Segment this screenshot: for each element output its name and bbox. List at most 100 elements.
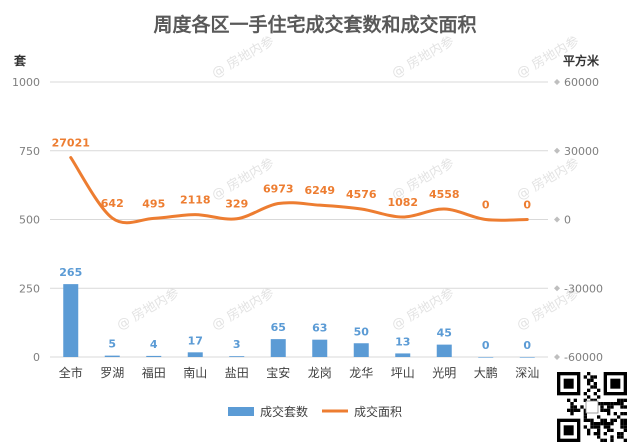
line-value-label: 495: [142, 197, 165, 210]
gridlines: [50, 81, 548, 358]
qr-module: [597, 428, 601, 432]
category-label: 坪山: [391, 366, 415, 380]
bar-南山: [187, 352, 203, 357]
bar-series: 265 5 4 17 3 65 63 50 13 45 0 0: [59, 266, 535, 358]
qr-module: [593, 382, 597, 386]
right-tick-marker: [554, 285, 560, 292]
qr-module: [617, 398, 621, 402]
qr-module: [617, 402, 621, 406]
bar-value-label: 17: [188, 334, 203, 347]
line-value-label: 642: [101, 197, 124, 210]
qr-finder-core: [563, 378, 574, 389]
qr-module: [587, 378, 591, 382]
area-line: [69, 156, 529, 225]
qr-module: [620, 432, 624, 436]
bar-全市: [63, 284, 79, 357]
right-tick-label: 30000: [564, 145, 599, 158]
bar-value-label: 65: [271, 321, 286, 334]
qr-module: [620, 398, 624, 402]
qr-module: [610, 435, 614, 439]
qr-module: [590, 385, 594, 389]
qr-module: [607, 412, 611, 416]
line-value-label: 1082: [387, 196, 418, 209]
qr-module: [593, 392, 597, 396]
bar-罗湖: [104, 355, 120, 357]
qr-module: [617, 415, 621, 419]
left-axis: 0 250 500 750 1000: [12, 76, 40, 364]
qr-module: [577, 408, 581, 412]
category-label: 光明: [432, 366, 456, 380]
qr-module: [623, 398, 627, 402]
qr-module: [623, 425, 627, 429]
line-value-label: 0: [482, 199, 490, 212]
qr-module: [620, 418, 624, 422]
category-label: 宝安: [266, 365, 290, 380]
qr-module: [603, 408, 607, 412]
qr-module: [570, 405, 574, 409]
line-value-label: 27021: [52, 137, 90, 150]
left-axis-unit: 套: [13, 53, 27, 68]
qr-module: [623, 428, 627, 432]
bar-value-label: 0: [482, 339, 490, 352]
qr-module: [597, 402, 601, 406]
qr-module: [623, 412, 627, 416]
qr-module: [593, 398, 597, 402]
left-tick-label: 250: [19, 282, 40, 295]
qr-module: [597, 432, 601, 436]
qr-module: [583, 415, 587, 419]
qr-code-icon: [555, 370, 629, 444]
qr-module: [617, 435, 621, 439]
category-label: 深汕: [515, 366, 539, 380]
right-tick-marker: [554, 354, 560, 360]
qr-module: [583, 408, 587, 412]
qr-module: [600, 422, 604, 426]
qr-module: [583, 425, 587, 429]
watermark-text: @ 房地内参: [514, 155, 582, 203]
bar-value-label: 45: [437, 327, 452, 340]
category-label: 罗湖: [100, 365, 124, 380]
qr-module: [593, 375, 597, 379]
qr-module: [620, 402, 624, 406]
line-value-label: 6973: [263, 183, 294, 196]
category-label: 福田: [142, 365, 166, 380]
qr-module: [603, 418, 607, 422]
bar-value-label: 4: [150, 338, 158, 351]
qr-module: [607, 402, 611, 406]
qr-module: [620, 412, 624, 416]
qr-module: [603, 432, 607, 436]
qr-module: [590, 425, 594, 429]
line-value-label: 6249: [304, 184, 335, 197]
qr-module: [583, 412, 587, 416]
qr-module: [607, 425, 611, 429]
chart-title: 周度各区一手住宅成交套数和成交面积: [153, 13, 476, 36]
qr-module: [587, 382, 591, 386]
right-axis: -60000 -30000 0 30000 60000: [554, 76, 603, 364]
qr-module: [587, 428, 591, 432]
bar-value-label: 265: [59, 266, 82, 279]
line-value-label: 4576: [346, 188, 377, 201]
qr-module: [600, 418, 604, 422]
category-label: 盐田: [225, 366, 249, 380]
bar-value-label: 5: [108, 338, 116, 351]
bar-大鹏: [478, 357, 494, 358]
qr-module: [597, 395, 601, 399]
qr-module: [567, 408, 571, 412]
qr-module: [590, 398, 594, 402]
qr-module: [570, 412, 574, 416]
qr-module: [600, 405, 604, 409]
qr-module: [603, 438, 607, 442]
qr-finder-core: [563, 425, 574, 436]
bar-value-label: 50: [354, 325, 370, 338]
qr-module: [620, 425, 624, 429]
right-axis-unit: 平方米: [563, 53, 600, 68]
qr-module: [583, 398, 587, 402]
qr-module: [610, 418, 614, 422]
category-label: 龙岗: [308, 366, 332, 380]
right-tick-label: -30000: [564, 282, 603, 295]
bar-value-label: 3: [233, 338, 241, 351]
qr-module: [607, 408, 611, 412]
qr-module: [613, 412, 617, 416]
qr-module: [600, 438, 604, 442]
qr-module: [573, 408, 577, 412]
